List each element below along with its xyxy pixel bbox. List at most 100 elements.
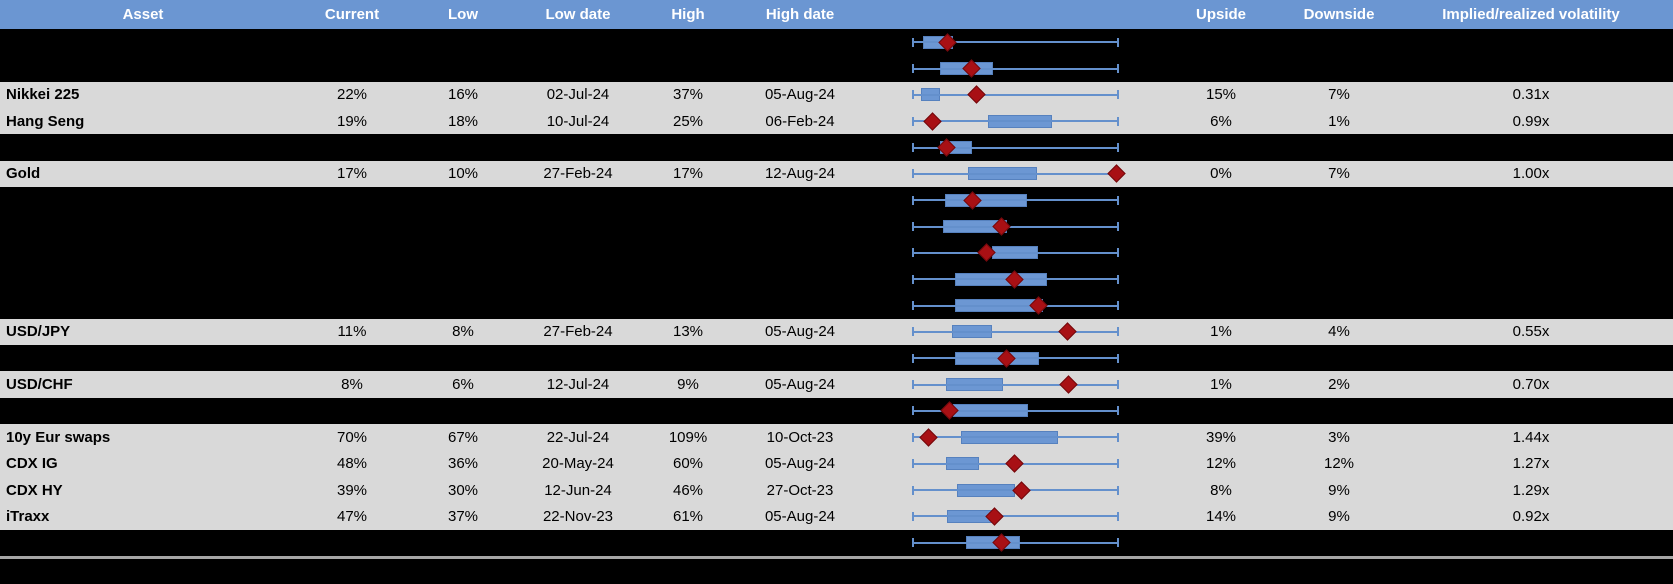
whisker-cap-right-icon [1117,195,1119,205]
column-header-implied-realized-volatility: Implied/realized volatility [1442,6,1620,23]
table-row [0,187,1673,214]
cell-upside: 12% [1205,455,1237,473]
current-level-diamond-icon [919,428,939,447]
whisker-cap-left-icon [912,274,914,284]
whisker-cap-left-icon [912,327,914,337]
table-row [0,239,1673,267]
whisker-cap-left-icon [912,538,914,548]
cell-low-date: 22-Nov-23 [542,507,614,525]
cell-upside: 8% [1210,481,1232,499]
boxplot-strip [912,371,1119,397]
column-header-upside: Upside [1195,6,1246,23]
table-row [0,529,1673,556]
whisker-line [913,383,1118,386]
bottom-black-band [0,558,1673,584]
cell-low-date: 22-Jul-24 [546,428,610,446]
cell-high-vol: 13% [672,323,704,341]
boxplot-strip [912,213,1119,239]
vol-range-boxplot [878,451,1153,477]
cell-asset-name: USD/JPY [6,323,71,341]
cell-low-date: 12-Jun-24 [544,481,612,499]
cell-low-vol: 37% [447,507,479,525]
cell-downside: 2% [1328,376,1350,394]
cell-low-date: 27-Feb-24 [543,323,613,341]
whisker-cap-left-icon [912,485,914,495]
cell-downside: 4% [1328,323,1350,341]
whisker-cap-left-icon [912,406,914,416]
cell-low-vol: 6% [452,376,474,394]
boxplot-strip [912,345,1119,371]
whisker-line [913,93,1118,96]
cell-high-date: 05-Aug-24 [764,86,836,104]
cell-high-date: 05-Aug-24 [764,507,836,525]
whisker-cap-left-icon [912,37,914,47]
cell-current-vol: 17% [336,165,368,183]
whisker-cap-left-icon [912,195,914,205]
current-level-diamond-icon [1012,480,1031,500]
cell-low-date: 02-Jul-24 [546,86,610,104]
boxplot-strip [912,424,1119,450]
whisker-line [913,67,1118,70]
column-header-low: Low [448,6,478,23]
whisker-cap-left-icon [912,353,914,363]
vol-range-boxplot [878,345,1153,371]
whisker-cap-right-icon [1117,64,1119,74]
vol-range-boxplot [878,240,1153,266]
current-level-diamond-icon [1058,375,1078,394]
current-level-diamond-icon [1107,164,1126,184]
whisker-cap-right-icon [1117,380,1119,390]
cell-high-vol: 61% [672,507,704,525]
current-level-diamond-icon [967,85,986,105]
table-header-row: Asset Current Low Low date High High dat… [0,0,1673,29]
cell-current-vol: 70% [336,428,368,446]
cell-low-vol: 16% [447,86,479,104]
whisker-line [913,199,1118,202]
whisker-cap-right-icon [1117,511,1119,521]
cell-downside: 12% [1323,455,1355,473]
whisker-cap-right-icon [1117,222,1119,232]
cell-implied-realized-vol: 0.31x [1512,86,1550,104]
vol-range-boxplot [878,29,1153,55]
column-header-downside: Downside [1303,6,1375,23]
cell-downside: 7% [1328,86,1350,104]
whisker-line [913,304,1118,307]
table-row [0,213,1673,240]
table-row: 10y Eur swaps 70% 67% 22-Jul-24 109% 10-… [0,424,1673,451]
whisker-line [913,330,1118,333]
cell-upside: 14% [1205,507,1237,525]
whisker-cap-left-icon [912,301,914,311]
whisker-cap-right-icon [1117,90,1119,100]
table-row: Gold 17% 10% 27-Feb-24 17% 12-Aug-24 0% … [0,160,1673,188]
cell-implied-realized-vol: 0.70x [1512,376,1550,394]
cell-upside: 0% [1210,165,1232,183]
cell-upside: 15% [1205,86,1237,104]
cell-high-vol: 9% [677,376,699,394]
cell-current-vol: 47% [336,507,368,525]
whisker-line [913,146,1118,149]
cell-asset-name: Gold [6,165,41,183]
vol-range-boxplot [878,398,1153,424]
boxplot-strip [912,503,1119,529]
column-header-current: Current [324,6,380,23]
cell-implied-realized-vol: 0.99x [1512,112,1550,130]
whisker-cap-right-icon [1117,353,1119,363]
boxplot-strip [912,530,1119,556]
cell-low-date: 27-Feb-24 [543,165,613,183]
cell-current-vol: 8% [341,376,363,394]
vol-range-boxplot [878,503,1153,529]
vol-range-boxplot [878,55,1153,81]
vol-range-boxplot [878,82,1153,108]
whisker-cap-left-icon [912,90,914,100]
whisker-line [913,251,1118,254]
cell-implied-realized-vol: 0.55x [1512,323,1550,341]
cell-asset-name: Nikkei 225 [6,86,80,104]
whisker-cap-left-icon [912,143,914,153]
boxplot-strip [912,82,1119,108]
section-separator-line [0,555,1673,559]
vol-range-boxplot [878,292,1153,318]
cell-asset-name: 10y Eur swaps [6,428,111,446]
table-row [0,397,1673,425]
whisker-line [913,120,1118,123]
whisker-cap-right-icon [1117,485,1119,495]
cell-low-vol: 10% [447,165,479,183]
